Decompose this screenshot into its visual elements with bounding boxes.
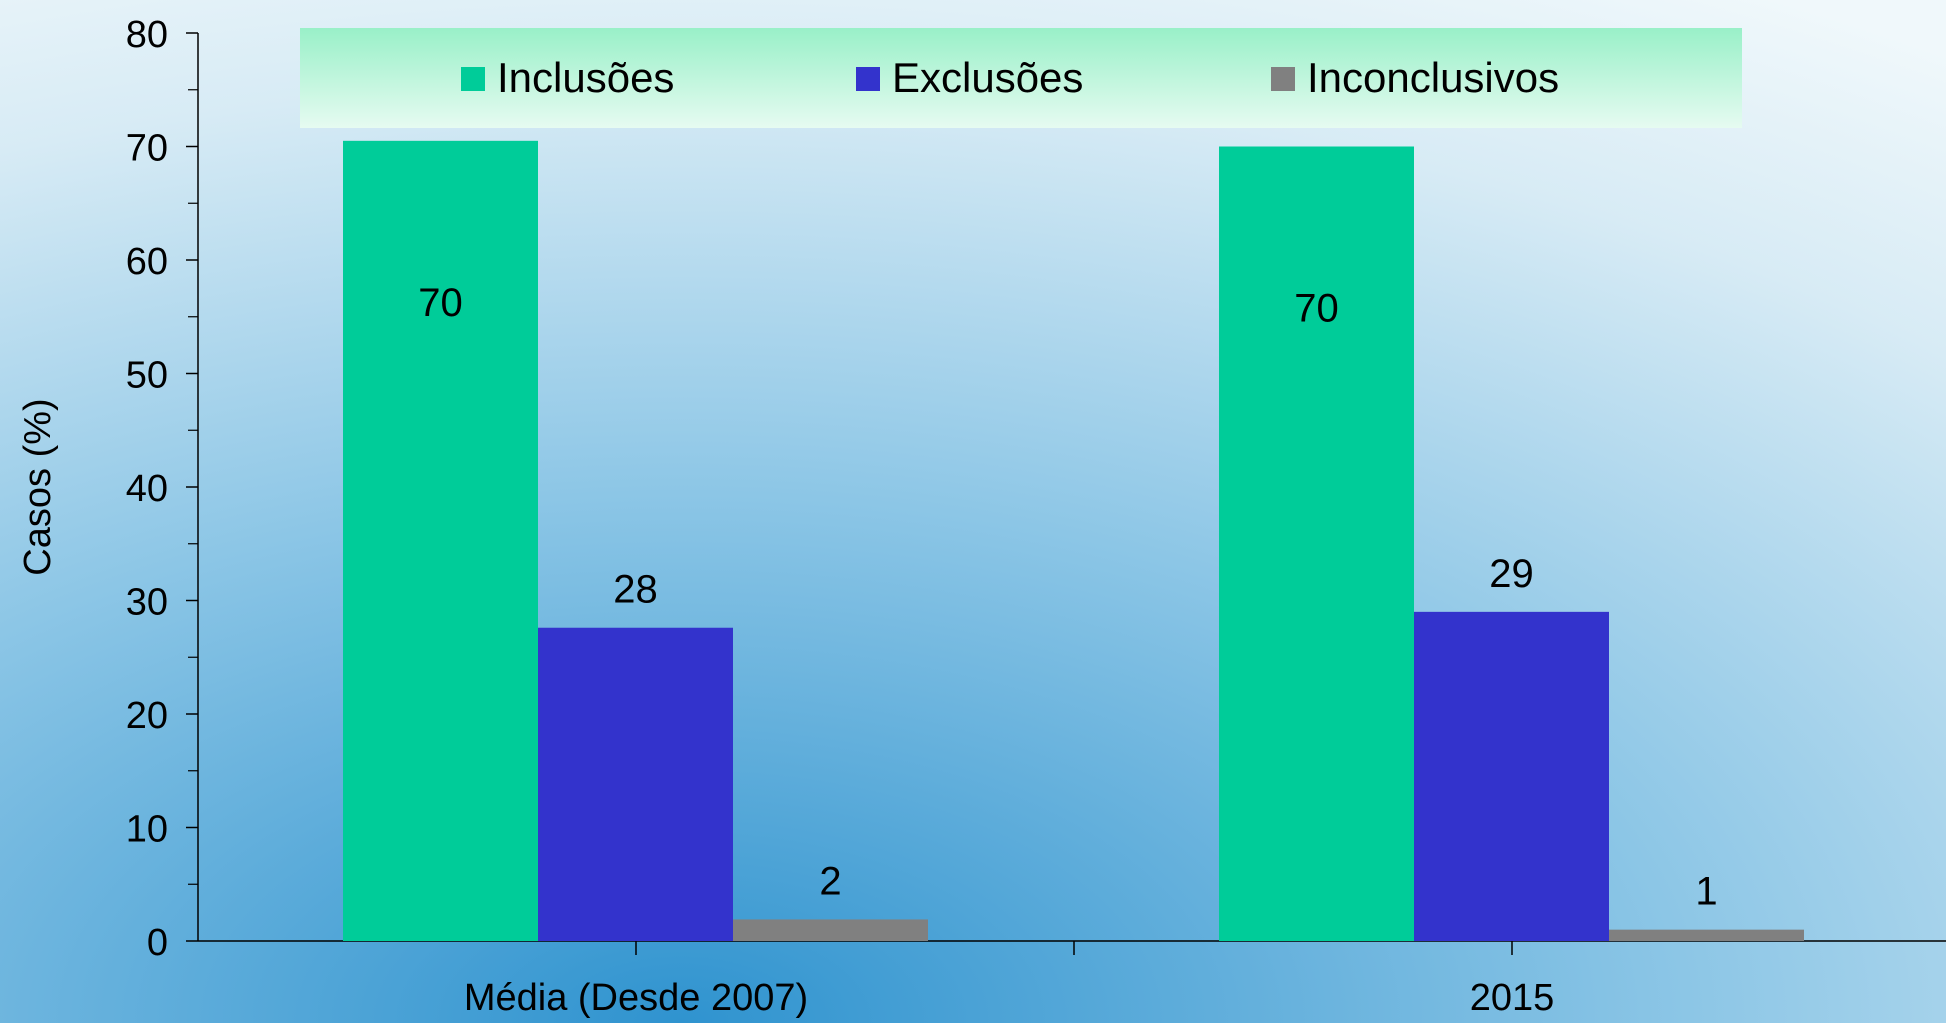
y-tick-label: 20 [126,695,168,737]
data-label: 29 [1489,552,1534,596]
data-label: 28 [613,568,658,612]
y-tick-label: 70 [126,128,168,170]
y-tick-label: 0 [147,922,168,964]
legend-swatch [461,67,485,91]
x-category-label: Média (Desde 2007) [464,977,808,1019]
legend-swatch [1271,67,1295,91]
bar-exclusões [538,627,733,941]
y-tick-label: 10 [126,809,168,851]
bar-exclusões [1414,611,1609,941]
bar-inclusões [343,140,538,941]
data-label: 70 [1294,287,1339,331]
legend-swatch [856,67,880,91]
legend-label: Inconclusivos [1307,54,1559,101]
bar-inconclusivos [733,919,928,941]
x-category-label: 2015 [1470,977,1555,1019]
bar-inclusões [1219,146,1414,941]
bar-inconclusivos [1609,929,1804,941]
y-tick-label: 30 [126,582,168,624]
legend-box [300,28,1742,128]
data-label: 1 [1695,870,1717,914]
legend-label: Exclusões [892,54,1083,101]
y-axis-label: Casos (%) [17,398,59,575]
data-label: 2 [819,859,841,903]
y-tick-label: 80 [126,14,168,56]
y-tick-label: 40 [126,468,168,510]
y-tick-label: 50 [126,355,168,397]
y-tick-label: 60 [126,241,168,283]
data-label: 70 [418,281,463,325]
legend-label: Inclusões [497,54,674,101]
